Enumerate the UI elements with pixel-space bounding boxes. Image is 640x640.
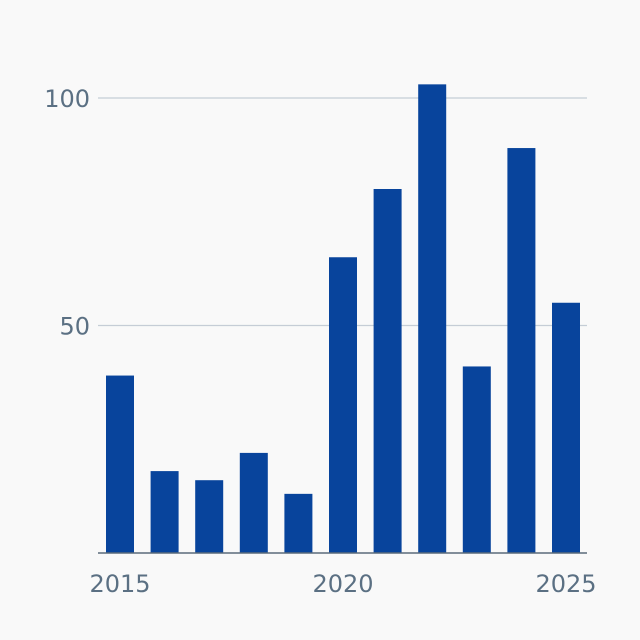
bars [106, 84, 580, 554]
bar-2016 [150, 471, 179, 553]
y-tick-label: 100 [44, 85, 90, 113]
bar-2015 [106, 375, 134, 553]
x-tick-labels: 2015 2020 2025 [89, 570, 596, 598]
bar-2025 [552, 302, 580, 553]
bar-2018 [239, 452, 268, 553]
bar-2019 [284, 493, 313, 553]
x-tick-label: 2015 [89, 570, 150, 598]
x-tick-label: 2025 [535, 570, 596, 598]
bar-2017 [195, 480, 224, 553]
bar-2020 [329, 257, 357, 553]
y-tick-label: 50 [59, 313, 90, 341]
bar-2024 [507, 148, 536, 554]
x-tick-label: 2020 [312, 570, 373, 598]
y-tick-labels: 50 100 [44, 85, 90, 341]
bar-2021 [373, 189, 402, 553]
bar-2023 [462, 366, 491, 553]
bar-2022 [418, 84, 447, 553]
